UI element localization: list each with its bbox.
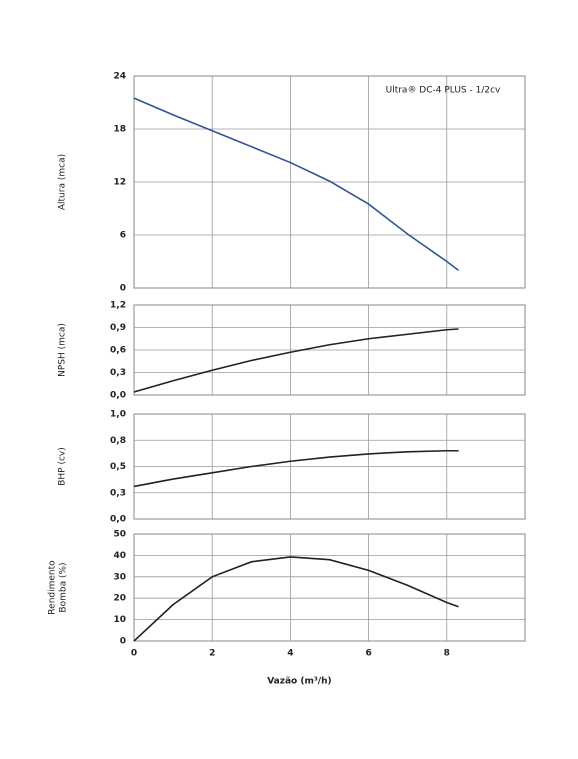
x-tick-label: 0	[131, 649, 137, 659]
x-tick-label: 4	[287, 649, 293, 659]
x-axis-label: Vazão (m³/h)	[267, 677, 331, 687]
x-tick-label: 6	[365, 649, 371, 659]
y-tick-label: 0,0	[110, 391, 126, 401]
curve	[133, 97, 460, 271]
y-tick-label: 12	[113, 178, 126, 188]
plot-frame	[133, 75, 526, 289]
y-tick-label: 20	[113, 594, 126, 604]
y-axis-label: NPSH (mca)	[58, 323, 68, 377]
plot-frame	[133, 413, 526, 520]
y-axis-label: Altura (mca)	[58, 154, 68, 210]
y-axis-label: Rendimento	[48, 560, 58, 615]
y-tick-label: 0,9	[110, 323, 126, 333]
y-axis-label: BHP (cv)	[58, 447, 68, 486]
y-tick-label: 0,0	[110, 515, 126, 525]
x-tick-label: 2	[209, 649, 215, 659]
y-tick-label: 18	[113, 125, 126, 135]
curve	[133, 556, 459, 642]
y-tick-label: 1,2	[110, 301, 126, 311]
y-tick-label: 0	[120, 284, 126, 294]
y-tick-label: 6	[120, 231, 126, 241]
y-tick-label: 50	[113, 530, 126, 540]
y-tick-label: 0,3	[110, 488, 126, 498]
y-tick-label: 10	[113, 615, 126, 625]
curve	[133, 328, 459, 393]
y-tick-label: 1,0	[110, 410, 126, 420]
curve	[133, 449, 459, 488]
chart-title: Ultra® DC-4 PLUS - 1/2cv	[386, 86, 501, 96]
y-axis-label: Bomba (%)	[59, 562, 69, 612]
y-tick-label: 40	[113, 551, 126, 561]
y-tick-label: 0,5	[110, 462, 126, 472]
x-tick-label: 8	[444, 649, 450, 659]
y-tick-label: 0,8	[110, 436, 126, 446]
y-tick-label: 0	[120, 637, 126, 647]
y-tick-label: 0,3	[110, 368, 126, 378]
plot-frame	[133, 304, 526, 396]
y-tick-label: 30	[113, 572, 126, 582]
plot-frame	[133, 533, 526, 642]
y-tick-label: 0,6	[110, 346, 126, 356]
y-tick-label: 24	[113, 72, 126, 82]
